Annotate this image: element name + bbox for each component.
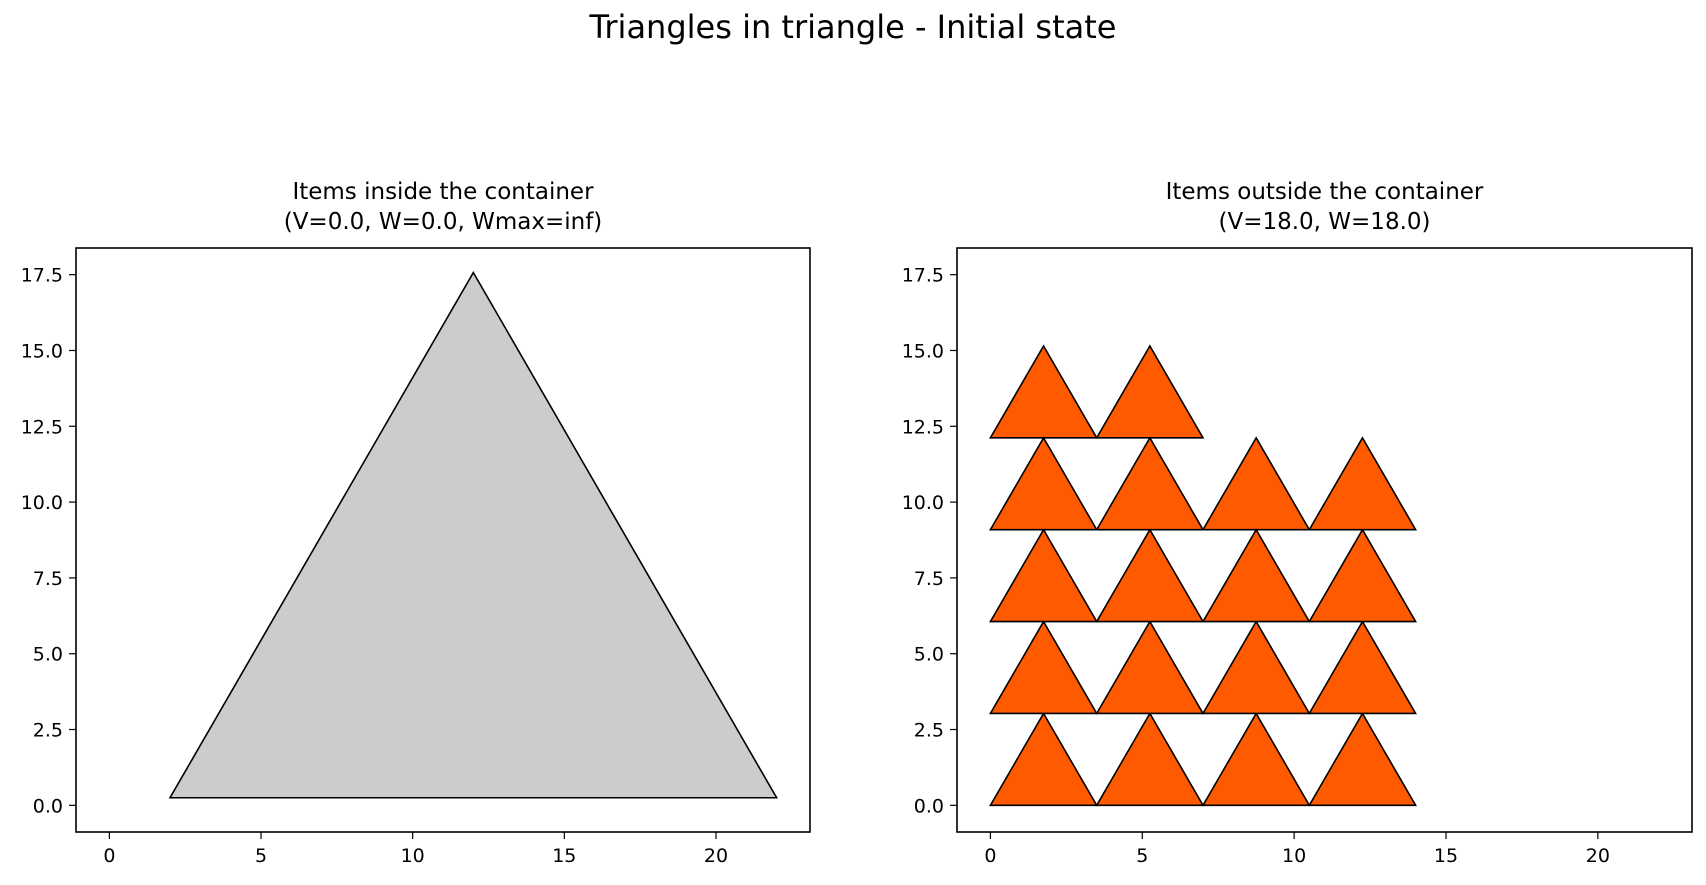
right-item-triangle-9 [989,528,1099,623]
left-x-tick-label-15: 15 [552,845,576,867]
left-container-polygon [168,270,779,799]
right-x-tick-label-10: 10 [1282,845,1306,867]
right-panel-title: Items outside the container (V=18.0, W=1… [957,177,1692,237]
right-item-triangle-1 [989,711,1099,807]
right-y-tick-label-15: 15.0 [902,340,944,362]
right-item-triangle-17 [989,344,1099,439]
left-y-tick-label-5: 5.0 [33,644,63,666]
right-y-tick-label-7.5: 7.5 [914,568,944,590]
left-x-tick-label-5: 5 [255,845,267,867]
right-item-triangle-16 [1307,436,1418,531]
right-y-tick-label-17.5: 17.5 [902,265,944,287]
right-item-triangle-11 [1201,528,1311,623]
right-item-triangle-13 [989,436,1099,531]
right-y-tick-label-2.5: 2.5 [914,720,944,742]
right-x-tick-label-5: 5 [1136,845,1148,867]
right-y-tick-label-10: 10.0 [902,492,944,514]
right-panel-title-line1: Items outside the container [1165,179,1484,205]
right-item-triangle-18 [1095,344,1205,439]
left-x-tick-label-20: 20 [704,845,728,867]
left-y-tick-label-17.5: 17.5 [21,265,63,287]
right-y-tick-label-0: 0.0 [914,795,944,817]
left-y-tick-label-7.5: 7.5 [33,568,63,590]
right-y-tick-label-12.5: 12.5 [902,416,944,438]
right-x-tick-label-20: 20 [1586,845,1610,867]
left-panel-title-line2: (V=0.0, W=0.0, Wmax=inf) [283,209,603,235]
right-item-triangle-7 [1201,619,1311,715]
right-item-triangle-5 [989,619,1099,715]
right-item-triangle-12 [1307,528,1418,623]
left-y-tick-label-12.5: 12.5 [21,416,63,438]
left-panel-title: Items inside the container (V=0.0, W=0.0… [76,177,810,237]
left-y-tick-label-2.5: 2.5 [33,720,63,742]
right-item-triangle-10 [1095,528,1205,623]
right-panel-title-line2: (V=18.0, W=18.0) [1218,209,1431,235]
right-x-tick-label-15: 15 [1434,845,1458,867]
right-item-triangle-8 [1307,619,1418,715]
left-y-tick-label-10: 10.0 [21,492,63,514]
right-item-triangle-14 [1095,436,1205,531]
right-x-tick-label-0: 0 [984,845,996,867]
right-axes-frame [956,247,1693,833]
left-axes: 0 5 10 15 20 0.0 2.5 5.0 7.5 10.0 12.5 15.0 17.5 [21,247,811,867]
left-x-tick-label-0: 0 [103,845,115,867]
left-axes-frame [75,247,811,833]
right-axes: 0 5 10 15 20 0.0 2.5 5.0 7.5 10.0 12.5 15.0 17.5 [902,247,1693,867]
left-x-tick-label-10: 10 [401,845,425,867]
right-item-triangle-6 [1095,619,1205,715]
left-y-tick-label-0: 0.0 [33,795,63,817]
left-y-tick-label-15: 15.0 [21,340,63,362]
right-item-triangle-4 [1307,711,1418,807]
right-item-triangle-15 [1201,436,1311,531]
right-y-tick-label-5: 5.0 [914,644,944,666]
right-item-triangle-2 [1095,711,1205,807]
right-item-triangle-3 [1201,711,1311,807]
figure-title: Triangles in triangle - Initial state [589,8,1117,46]
left-panel-title-line1: Items inside the container [292,179,594,205]
